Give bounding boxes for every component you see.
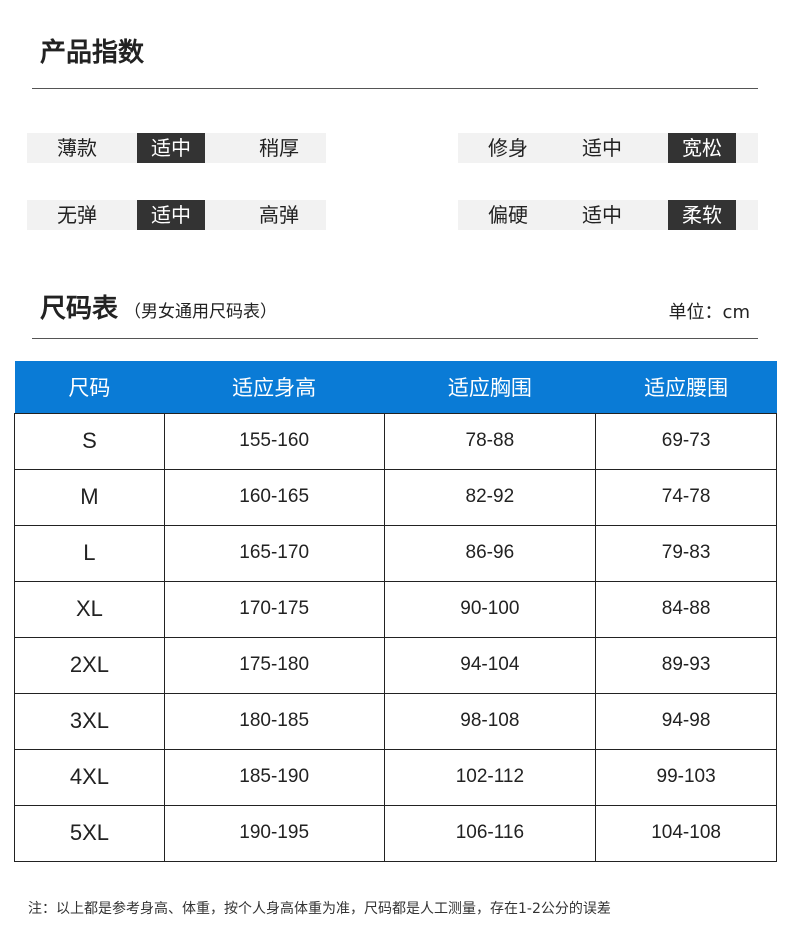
measure-cell: 180-185 — [163, 692, 385, 750]
measure-cell: 99-103 — [595, 748, 777, 806]
measure-cell: 89-93 — [595, 636, 777, 694]
attribute-option: 薄款 — [57, 136, 97, 160]
size-table: 尺码 适应身高 适应胸围 适应腰围 S 155-160 78-88 69-73 M 160-16… — [14, 361, 777, 862]
measure-cell: 190-195 — [163, 804, 385, 862]
attribute-option: 无弹 — [57, 203, 97, 227]
table-row: XL 170-175 90-100 84-88 — [14, 580, 777, 638]
attribute-option: 高弹 — [259, 203, 299, 227]
measure-cell: 175-180 — [163, 636, 385, 694]
size-cell: L — [14, 524, 165, 582]
attribute-option: 适中 — [582, 136, 622, 160]
measure-cell: 78-88 — [383, 412, 597, 470]
divider — [32, 88, 758, 89]
size-cell: 4XL — [14, 748, 165, 806]
attribute-scale: 偏硬 适中 柔软 — [458, 200, 758, 230]
note: 注：以上都是参考身高、体重，按个人身高体重为准，尺码都是人工测量，存在1-2公分… — [28, 901, 611, 917]
size-cell: 5XL — [14, 804, 165, 862]
measure-cell: 82-92 — [383, 468, 597, 526]
measure-cell: 90-100 — [383, 580, 597, 638]
unit-label: 单位：cm — [668, 302, 750, 323]
size-chart-heading: 尺码表 — [40, 294, 119, 324]
measure-cell: 79-83 — [595, 524, 777, 582]
size-chart-subtitle: （男女通用尺码表） — [124, 302, 278, 322]
attribute-option-selected: 柔软 — [668, 200, 736, 230]
measure-cell: 86-96 — [383, 524, 597, 582]
table-row: S 155-160 78-88 69-73 — [14, 412, 777, 470]
measure-cell: 165-170 — [163, 524, 385, 582]
table-row: 4XL 185-190 102-112 99-103 — [14, 748, 777, 806]
attribute-option: 适中 — [582, 203, 622, 227]
attribute-option-selected: 适中 — [137, 200, 205, 230]
table-row: M 160-165 82-92 74-78 — [14, 468, 777, 526]
measure-cell: 94-104 — [383, 636, 597, 694]
size-cell: M — [14, 468, 165, 526]
measure-cell: 84-88 — [595, 580, 777, 638]
measure-cell: 94-98 — [595, 692, 777, 750]
size-cell: 2XL — [14, 636, 165, 694]
attribute-option-selected: 宽松 — [668, 133, 736, 163]
attribute-option-selected: 适中 — [137, 133, 205, 163]
size-cell: 3XL — [14, 692, 165, 750]
measure-cell: 104-108 — [595, 804, 777, 862]
table-row: 2XL 175-180 94-104 89-93 — [14, 636, 777, 694]
attribute-option: 稍厚 — [259, 136, 299, 160]
column-header: 尺码 — [14, 361, 165, 413]
attribute-scale: 薄款 适中 稍厚 — [27, 133, 326, 163]
measure-cell: 106-116 — [383, 804, 597, 862]
measure-cell: 155-160 — [163, 412, 385, 470]
measure-cell: 185-190 — [163, 748, 385, 806]
table-row: 5XL 190-195 106-116 104-108 — [14, 804, 777, 862]
size-cell: XL — [14, 580, 165, 638]
size-chart-title: 尺码表 （男女通用尺码表） — [40, 288, 277, 325]
attribute-scale: 无弹 适中 高弹 — [27, 200, 326, 230]
table-row: L 165-170 86-96 79-83 — [14, 524, 777, 582]
page-title: 产品指数 — [40, 38, 145, 68]
attribute-option: 修身 — [488, 136, 528, 160]
attribute-scale: 修身 适中 宽松 — [458, 133, 758, 163]
column-header: 适应腰围 — [595, 361, 777, 413]
measure-cell: 170-175 — [163, 580, 385, 638]
measure-cell: 160-165 — [163, 468, 385, 526]
measure-cell: 102-112 — [383, 748, 597, 806]
divider — [32, 338, 758, 339]
size-cell: S — [14, 412, 165, 470]
attribute-option: 偏硬 — [488, 203, 528, 227]
measure-cell: 69-73 — [595, 412, 777, 470]
table-row: 3XL 180-185 98-108 94-98 — [14, 692, 777, 750]
measure-cell: 74-78 — [595, 468, 777, 526]
column-header: 适应胸围 — [384, 361, 596, 413]
measure-cell: 98-108 — [383, 692, 597, 750]
column-header: 适应身高 — [164, 361, 384, 413]
